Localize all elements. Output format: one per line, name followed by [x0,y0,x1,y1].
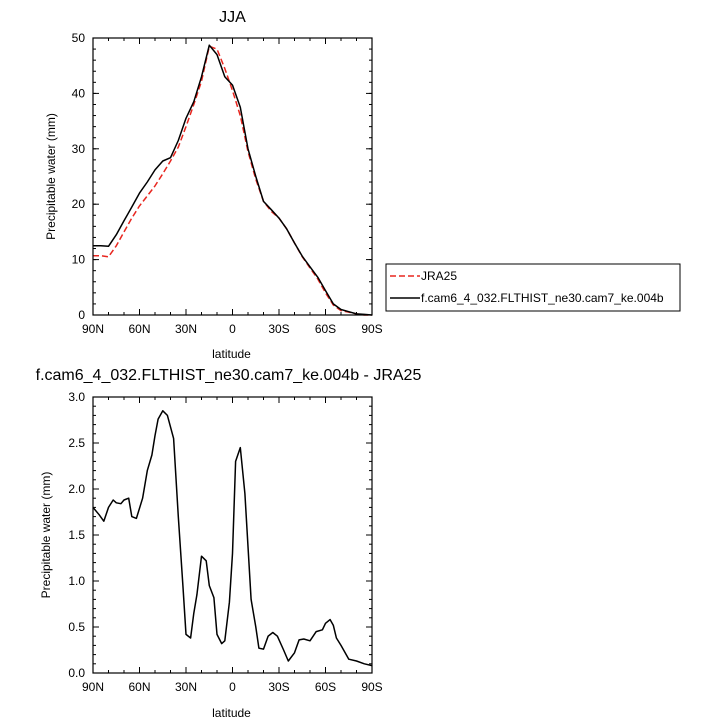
x-tick-label: 0 [229,680,236,694]
x-tick-label: 60N [128,680,150,694]
series-line [92,410,373,667]
y-tick-label: 0.0 [68,666,85,680]
legend-box [385,263,681,312]
chart-title: f.cam6_4_032.FLTHIST_ne30.cam7_ke.004b -… [36,367,422,384]
x-tick-label: 90S [361,680,382,694]
x-tick-label: 60N [128,322,150,336]
chart-title: JJA [219,9,246,26]
y-tick-label: 1.5 [68,528,85,542]
y-tick-label: 10 [72,253,86,267]
y-tick-label: 20 [72,197,86,211]
y-tick-label: 2.5 [68,436,85,450]
legend: JRA25 f.cam6_4_032.FLTHIST_ne30.cam7_ke.0… [385,263,681,312]
legend-label: JRA25 [421,269,457,283]
x-tick-label: 90N [82,322,104,336]
bottom-chart: f.cam6_4_032.FLTHIST_ne30.cam7_ke.004b -… [36,367,422,720]
x-tick-label: 30N [175,322,197,336]
top-chart: JJA 90N 60N 30N 0 30S 60S 90S 0 10 20 30 40 50 latitud… [44,9,681,361]
x-tick-label: 0 [229,322,236,336]
plot-frame [92,37,373,316]
y-tick-label: 1.0 [68,574,85,588]
series-line [93,45,372,316]
y-axis-label: Precipitable water (mm) [44,113,58,240]
y-tick-label: 3.0 [68,390,85,404]
x-axis-label: latitude [212,706,251,720]
y-tick-label: 50 [72,31,86,45]
x-tick-label: 30N [175,680,197,694]
series-line [93,44,373,316]
y-tick-label: 2.0 [68,482,85,496]
x-axis-label: latitude [212,347,251,361]
y-tick-label: 0.5 [68,620,85,634]
x-tick-label: 90S [361,322,382,336]
x-tick-label: 90N [82,680,104,694]
x-tick-label: 30S [268,322,289,336]
x-tick-label: 60S [315,680,336,694]
y-tick-label: 40 [72,86,86,100]
x-tick-label: 60S [315,322,336,336]
x-tick-label: 30S [268,680,289,694]
legend-label: f.cam6_4_032.FLTHIST_ne30.cam7_ke.004b [421,291,664,305]
y-tick-label: 0 [78,308,85,322]
y-tick-label: 30 [72,142,86,156]
y-axis-label: Precipitable water (mm) [39,472,53,599]
